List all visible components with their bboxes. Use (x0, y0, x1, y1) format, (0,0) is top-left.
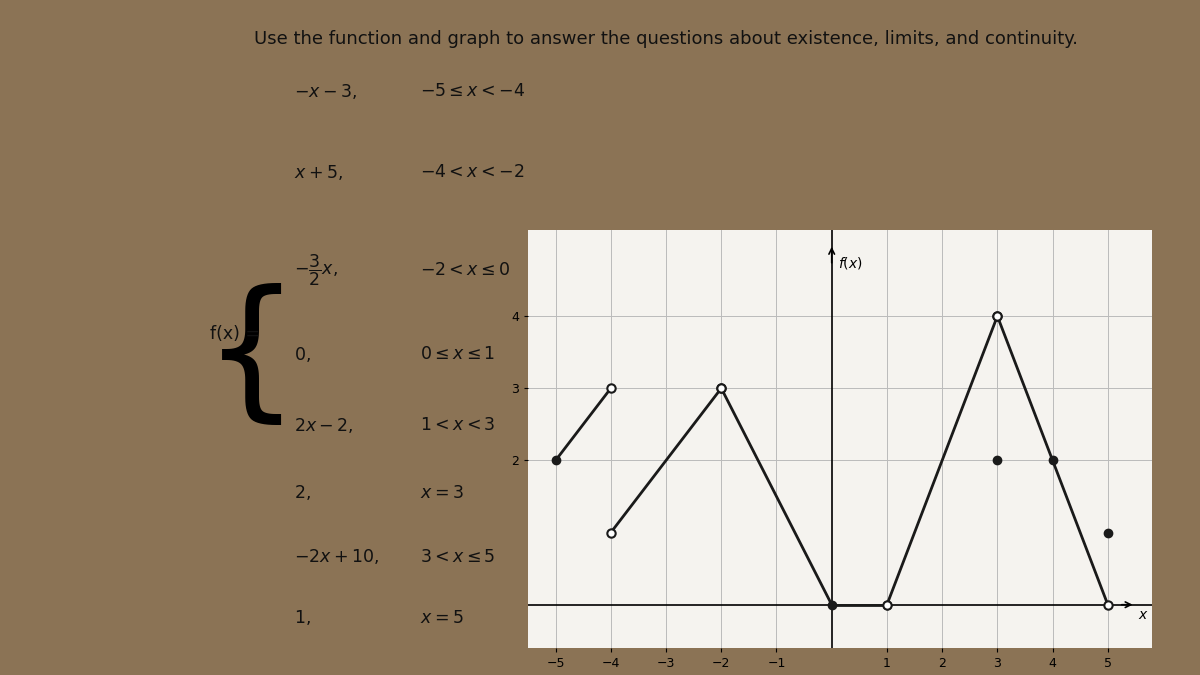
Text: $f(x)$: $f(x)$ (839, 254, 863, 271)
Text: $1,$: $1,$ (294, 608, 311, 627)
Text: $-4<x<-2$: $-4<x<-2$ (420, 163, 524, 181)
Text: {: { (204, 284, 300, 432)
Text: $x+5,$: $x+5,$ (294, 163, 343, 182)
Text: $2,$: $2,$ (294, 483, 311, 502)
Text: $3<x\leq 5$: $3<x\leq 5$ (420, 548, 496, 566)
Text: $x$: $x$ (1138, 608, 1148, 622)
Text: $x=5$: $x=5$ (420, 609, 463, 626)
Text: $1<x<3$: $1<x<3$ (420, 416, 496, 434)
Text: $-2<x\leq 0$: $-2<x\leq 0$ (420, 261, 510, 279)
Text: $2x-2,$: $2x-2,$ (294, 416, 354, 435)
Text: Use the function and graph to answer the questions about existence, limits, and : Use the function and graph to answer the… (254, 30, 1078, 49)
Text: $-5\leq x<-4$: $-5\leq x<-4$ (420, 82, 526, 100)
Text: $-2x+10,$: $-2x+10,$ (294, 547, 379, 566)
Text: $x=3$: $x=3$ (420, 484, 463, 502)
Text: f(x) =: f(x) = (210, 325, 260, 343)
Text: $0\leq x\leq 1$: $0\leq x\leq 1$ (420, 346, 496, 363)
Text: $-\dfrac{3}{2}x,$: $-\dfrac{3}{2}x,$ (294, 252, 338, 288)
Text: $-x-3,$: $-x-3,$ (294, 82, 356, 101)
Text: $0,$: $0,$ (294, 345, 311, 364)
